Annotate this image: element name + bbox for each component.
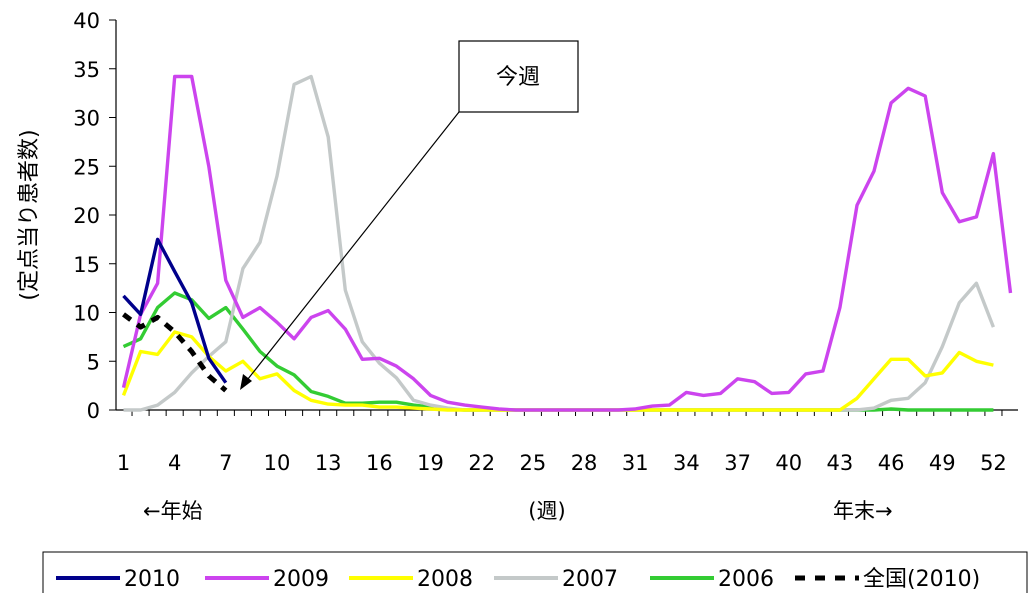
legend-label: 2008: [417, 567, 473, 592]
y-ticks: 0 5 10 15 20 25 30 35 40: [73, 9, 116, 423]
legend-label: 2009: [273, 567, 329, 592]
x-tick-label: 43: [827, 451, 854, 475]
annotation-arrow: [243, 111, 460, 385]
series-line-2007: [123, 74, 995, 412]
y-axis-label: (定点当り患者数): [17, 129, 42, 300]
x-tick-label: 40: [775, 451, 802, 475]
x-tick-label: 52: [980, 451, 1007, 475]
x-tick-label: 4: [168, 451, 181, 475]
x-ticks: 1 4 7 10 13 16 19 22 25 28 31 34 37 40 43 46 49 52: [117, 410, 1007, 475]
x-tick-label: 34: [673, 451, 700, 475]
y-tick-label: 10: [73, 302, 100, 326]
series-lines: [121, 74, 1013, 412]
x-tick-label: 16: [366, 451, 393, 475]
x-tick-label: 10: [264, 451, 291, 475]
legend-label: 2010: [124, 567, 180, 592]
legend-label: 全国(2010): [863, 567, 980, 592]
x-tick-label: 22: [468, 451, 495, 475]
annotation-arrowhead: [240, 374, 252, 390]
x-tick-label: 1: [117, 451, 130, 475]
x-tick-label: 7: [219, 451, 232, 475]
annotation: 今週: [240, 40, 579, 390]
y-tick-label: 0: [87, 399, 100, 423]
x-tick-label: 31: [622, 451, 649, 475]
x-tick-label: 19: [417, 451, 444, 475]
y-tick-label: 20: [73, 204, 100, 228]
year-start-note: ←年始: [143, 499, 203, 523]
x-tick-label: 49: [929, 451, 956, 475]
series-line-national-2010: [122, 312, 228, 393]
y-tick-label: 25: [73, 155, 100, 179]
series-line-2009: [121, 74, 1013, 412]
x-tick-label: 28: [571, 451, 598, 475]
y-tick-label: 30: [73, 107, 100, 131]
x-axis-label: (週): [528, 499, 565, 523]
x-tick-label: 13: [315, 451, 342, 475]
y-tick-label: 40: [73, 9, 100, 33]
y-tick-label: 35: [73, 58, 100, 82]
x-tick-label: 37: [724, 451, 751, 475]
legend-label: 2007: [562, 567, 618, 592]
year-end-note: 年末→: [833, 499, 893, 523]
y-tick-label: 15: [73, 253, 100, 277]
legend-label: 2006: [718, 567, 774, 592]
legend: 2010 2009 2008 2007 2006 全国(2010): [56, 567, 980, 592]
x-tick-label: 46: [878, 451, 905, 475]
annotation-text: 今週: [496, 65, 540, 90]
annotation-box: [458, 40, 579, 113]
series-line-2010: [122, 237, 228, 384]
x-tick-label: 25: [520, 451, 547, 475]
y-tick-label: 5: [87, 350, 100, 374]
legend-box: [42, 551, 1028, 593]
